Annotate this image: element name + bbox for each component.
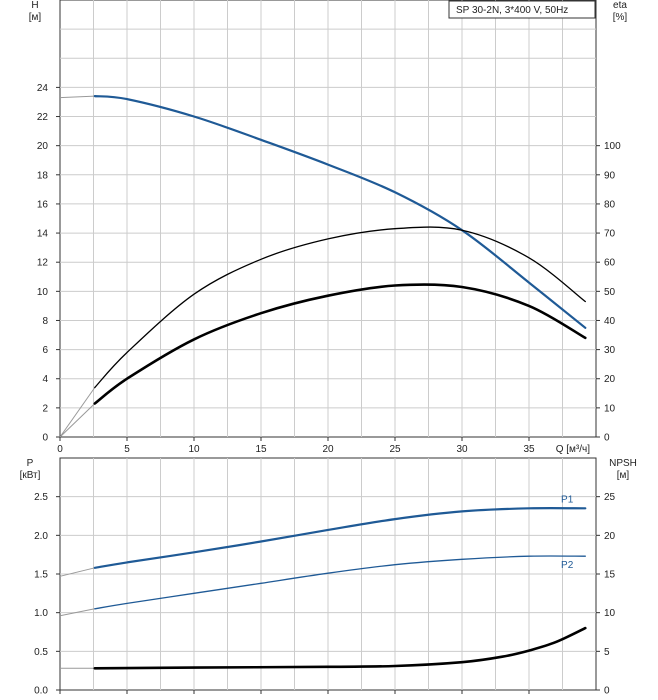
bottom-series-1-label: P2 (561, 560, 574, 571)
top-x-tick-label: 30 (456, 444, 468, 455)
top-y2-axis-label: eta (613, 0, 627, 11)
top-y2-tick-label: 30 (604, 345, 616, 356)
top-y-tick-label: 12 (37, 258, 49, 269)
top-y2-tick-label: 20 (604, 374, 616, 385)
top-y2-tick-label: 80 (604, 199, 616, 210)
top-x-tick-label: 20 (322, 444, 334, 455)
top-y2-axis-unit: [%] (613, 12, 628, 23)
bottom-y2-tick-label: 10 (604, 608, 616, 619)
top-x-tick-label: 10 (188, 444, 200, 455)
bottom-series-0-label: P1 (561, 494, 574, 505)
top-series-2-extension (59, 403, 96, 438)
bottom-series-1-line (94, 555, 586, 610)
bottom-y-tick-label: 1.5 (34, 570, 48, 581)
bottom-y-tick-label: 2.0 (34, 531, 48, 542)
top-y2-tick-label: 60 (604, 258, 616, 269)
top-y-tick-label: 16 (37, 199, 49, 210)
top-series-2-line (93, 283, 587, 405)
top-y-tick-label: 8 (42, 316, 48, 327)
bottom-y-tick-label: 2.5 (34, 492, 48, 503)
bottom-series-2-line (93, 626, 587, 670)
bottom-y-tick-label: 1.0 (34, 608, 48, 619)
top-y-tick-label: 4 (42, 374, 48, 385)
top-series-0-extension (59, 95, 95, 99)
top-x-tick-label: 0 (57, 444, 63, 455)
top-y-tick-label: 22 (37, 112, 49, 123)
bottom-y2-tick-label: 15 (604, 570, 616, 581)
bottom-y2-tick-label: 25 (604, 492, 616, 503)
top-series-0-line (93, 95, 587, 329)
bottom-y-axis-label: P (27, 458, 34, 469)
top-series-1-extension (59, 387, 96, 438)
top-y-axis-label: H (31, 0, 38, 11)
top-x-tick-label: 25 (389, 444, 401, 455)
top-x-tick-label: 5 (124, 444, 130, 455)
top-y2-tick-label: 50 (604, 287, 616, 298)
top-y2-tick-label: 0 (604, 433, 610, 444)
top-y2-tick-label: 70 (604, 229, 616, 240)
chart-title: SP 30-2N, 3*400 V, 50Hz (456, 5, 568, 16)
top-x-tick-label: 15 (255, 444, 267, 455)
top-y-tick-label: 24 (37, 83, 49, 94)
bottom-y-axis-unit: [кВт] (20, 470, 41, 481)
top-x-tick-label: 35 (523, 444, 535, 455)
top-y-tick-label: 18 (37, 170, 49, 181)
top-y-tick-label: 10 (37, 287, 49, 298)
top-y-tick-label: 20 (37, 141, 49, 152)
bottom-y-tick-label: 0.0 (34, 686, 48, 697)
top-y2-tick-label: 90 (604, 170, 616, 181)
bottom-series-1-extension (59, 608, 95, 617)
top-x-axis-label: Q [м³/ч] (556, 444, 591, 455)
bottom-y2-axis-label: NPSH (609, 458, 637, 469)
top-y2-tick-label: 100 (604, 141, 621, 152)
bottom-y2-tick-label: 0 (604, 686, 610, 697)
top-y-tick-label: 0 (42, 433, 48, 444)
bottom-y2-tick-label: 20 (604, 531, 616, 542)
bottom-y-tick-label: 0.5 (34, 647, 48, 658)
top-y-tick-label: 2 (42, 403, 48, 414)
top-y2-tick-label: 40 (604, 316, 616, 327)
bottom-series-0-extension (59, 567, 95, 577)
top-y-tick-label: 6 (42, 345, 48, 356)
top-y-axis-unit: [м] (29, 12, 42, 23)
bottom-y2-tick-label: 5 (604, 647, 610, 658)
top-y-tick-label: 14 (37, 229, 49, 240)
bottom-y2-axis-unit: [м] (617, 470, 630, 481)
bottom-series-0-line (93, 506, 587, 569)
top-y2-tick-label: 10 (604, 403, 616, 414)
top-series-1-line (94, 226, 586, 389)
legend-box (448, 0, 596, 19)
